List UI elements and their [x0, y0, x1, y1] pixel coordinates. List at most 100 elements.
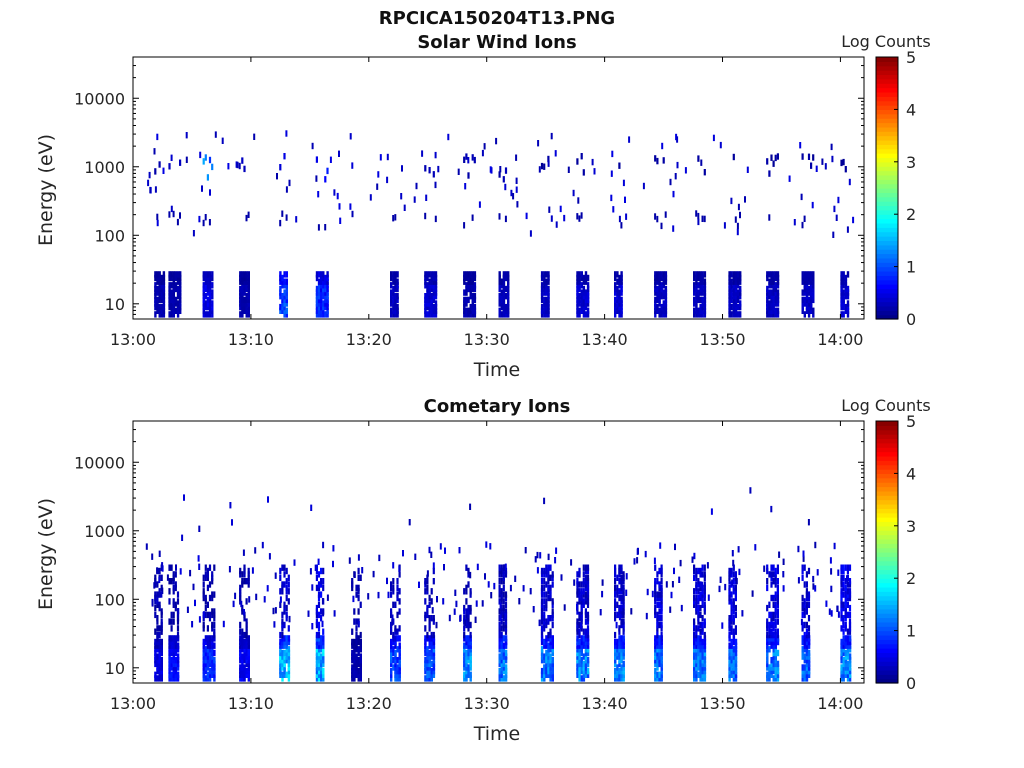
heatmap-cell: [467, 664, 470, 671]
heatmap-cell: [322, 646, 325, 653]
heatmap-cell: [578, 598, 581, 605]
heatmap-cell: [732, 285, 736, 293]
heatmap-cell: [179, 568, 182, 575]
heatmap-cell: [584, 574, 587, 581]
heatmap-cell: [349, 203, 352, 210]
heatmap-cell: [181, 534, 184, 541]
heatmap-cell: [697, 212, 700, 220]
heatmap-cell: [730, 311, 733, 318]
heatmap-cell: [543, 163, 546, 170]
heatmap-cell: [540, 567, 544, 575]
heatmap-cell: [770, 664, 773, 671]
heatmap-cell: [288, 179, 291, 187]
heatmap-cell: [315, 564, 318, 571]
heatmap-cell: [586, 300, 590, 307]
heatmap-cell: [620, 667, 623, 675]
heatmap-cell: [455, 600, 458, 608]
heatmap-cell: [540, 578, 544, 585]
heatmap-cell: [473, 303, 477, 311]
heatmap-cell: [540, 628, 544, 635]
heatmap-cell: [772, 635, 775, 642]
heatmap-cell: [245, 618, 248, 625]
heatmap-cell: [336, 192, 339, 200]
colorbar-segment: [876, 643, 898, 649]
heatmap-cell: [357, 649, 360, 657]
heatmap-cell: [241, 608, 244, 615]
heatmap-cell: [247, 311, 250, 318]
heatmap-cell: [156, 581, 159, 588]
heatmap-cell: [285, 671, 288, 678]
heatmap-cell: [658, 584, 661, 592]
heatmap-cell: [241, 653, 244, 660]
heatmap-cell: [160, 618, 163, 625]
heatmap-cell: [390, 611, 393, 619]
heatmap-cell: [502, 300, 506, 307]
heatmap-cell: [660, 282, 663, 289]
heatmap-cell: [263, 596, 266, 603]
heatmap-cell: [279, 289, 282, 296]
heatmap-cell: [281, 649, 284, 657]
heatmap-cell: [807, 278, 811, 285]
heatmap-cell: [830, 143, 833, 151]
heatmap-cell: [848, 604, 852, 612]
heatmap-cell: [774, 296, 777, 304]
heatmap-cell: [322, 567, 325, 575]
heatmap-cell: [317, 282, 321, 289]
heatmap-cell: [174, 671, 178, 678]
heatmap-cell: [660, 289, 663, 296]
heatmap-cell: [662, 311, 665, 318]
heatmap-cell: [730, 296, 733, 304]
heatmap-cell: [241, 285, 244, 293]
heatmap-cell: [285, 638, 288, 646]
heatmap-cell: [701, 660, 704, 668]
heatmap-cell: [315, 608, 318, 615]
heatmap-cell: [732, 646, 736, 653]
heatmap-cell: [504, 628, 508, 635]
heatmap-cell: [580, 598, 583, 605]
heatmap-cell: [507, 274, 510, 282]
heatmap-cell: [428, 675, 431, 682]
heatmap-cell: [739, 271, 742, 278]
heatmap-cell: [776, 591, 779, 598]
heatmap-cell: [800, 618, 803, 626]
heatmap-cell: [844, 166, 847, 173]
heatmap-cell: [209, 189, 211, 196]
heatmap-cell: [680, 604, 683, 612]
heatmap-cell: [276, 173, 278, 180]
heatmap-cell: [545, 601, 548, 608]
heatmap-cell: [842, 278, 845, 285]
heatmap-cell: [656, 625, 659, 632]
heatmap-cell: [842, 638, 845, 646]
heatmap-cell: [158, 653, 161, 660]
heatmap-cell: [620, 594, 623, 602]
heatmap-cell: [536, 567, 539, 574]
heatmap-cell: [283, 642, 286, 649]
heatmap-cell: [693, 618, 696, 625]
heatmap-cell: [281, 300, 284, 307]
heatmap-cell: [463, 646, 466, 653]
heatmap-cell: [355, 638, 358, 646]
colorbar-tick-label: 2: [906, 569, 916, 588]
heatmap-cell: [504, 657, 508, 664]
heatmap-cell: [170, 675, 173, 682]
heatmap-cell: [435, 621, 438, 629]
heatmap-cell: [654, 584, 657, 592]
heatmap-cell: [660, 667, 663, 675]
heatmap-cell: [805, 293, 809, 300]
heatmap-cell: [584, 653, 588, 660]
heatmap-cell: [208, 581, 212, 588]
heatmap-cell: [695, 307, 698, 314]
heatmap-cell: [580, 594, 583, 602]
heatmap-cell: [768, 271, 771, 278]
heatmap-cell: [718, 585, 721, 593]
heatmap-cell: [315, 660, 319, 668]
heatmap-cell: [426, 570, 429, 577]
heatmap-cell: [424, 300, 427, 307]
heatmap-cell: [701, 289, 704, 296]
heatmap-cell: [320, 307, 323, 314]
heatmap-cell: [620, 303, 623, 311]
heatmap-cell: [241, 303, 244, 311]
heatmap-cell: [500, 571, 503, 578]
heatmap-cell: [281, 675, 284, 682]
